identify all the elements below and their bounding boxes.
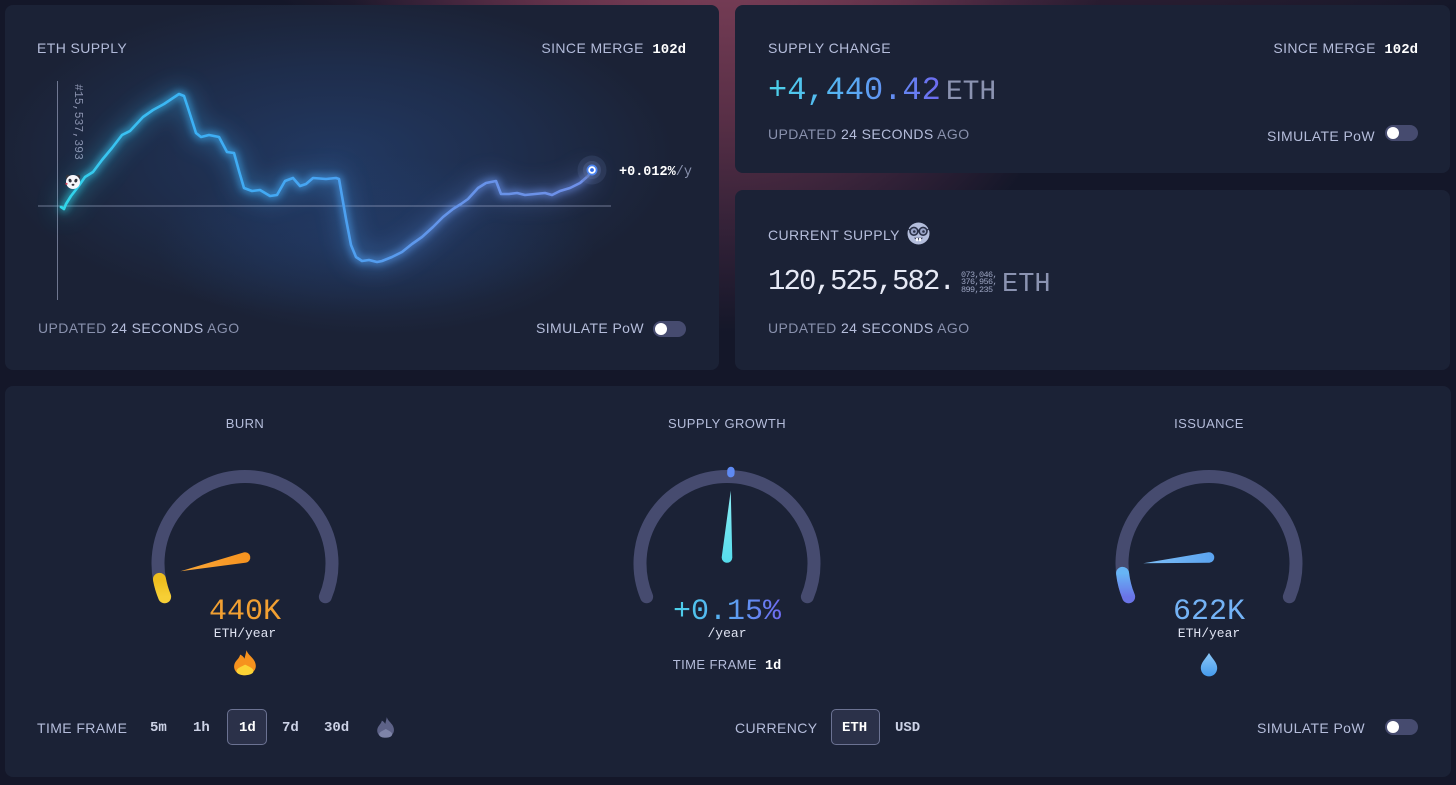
svg-text:+0.012%/y: +0.012%/y: [619, 165, 692, 180]
svg-text:#15,537,393: #15,537,393: [71, 84, 84, 160]
